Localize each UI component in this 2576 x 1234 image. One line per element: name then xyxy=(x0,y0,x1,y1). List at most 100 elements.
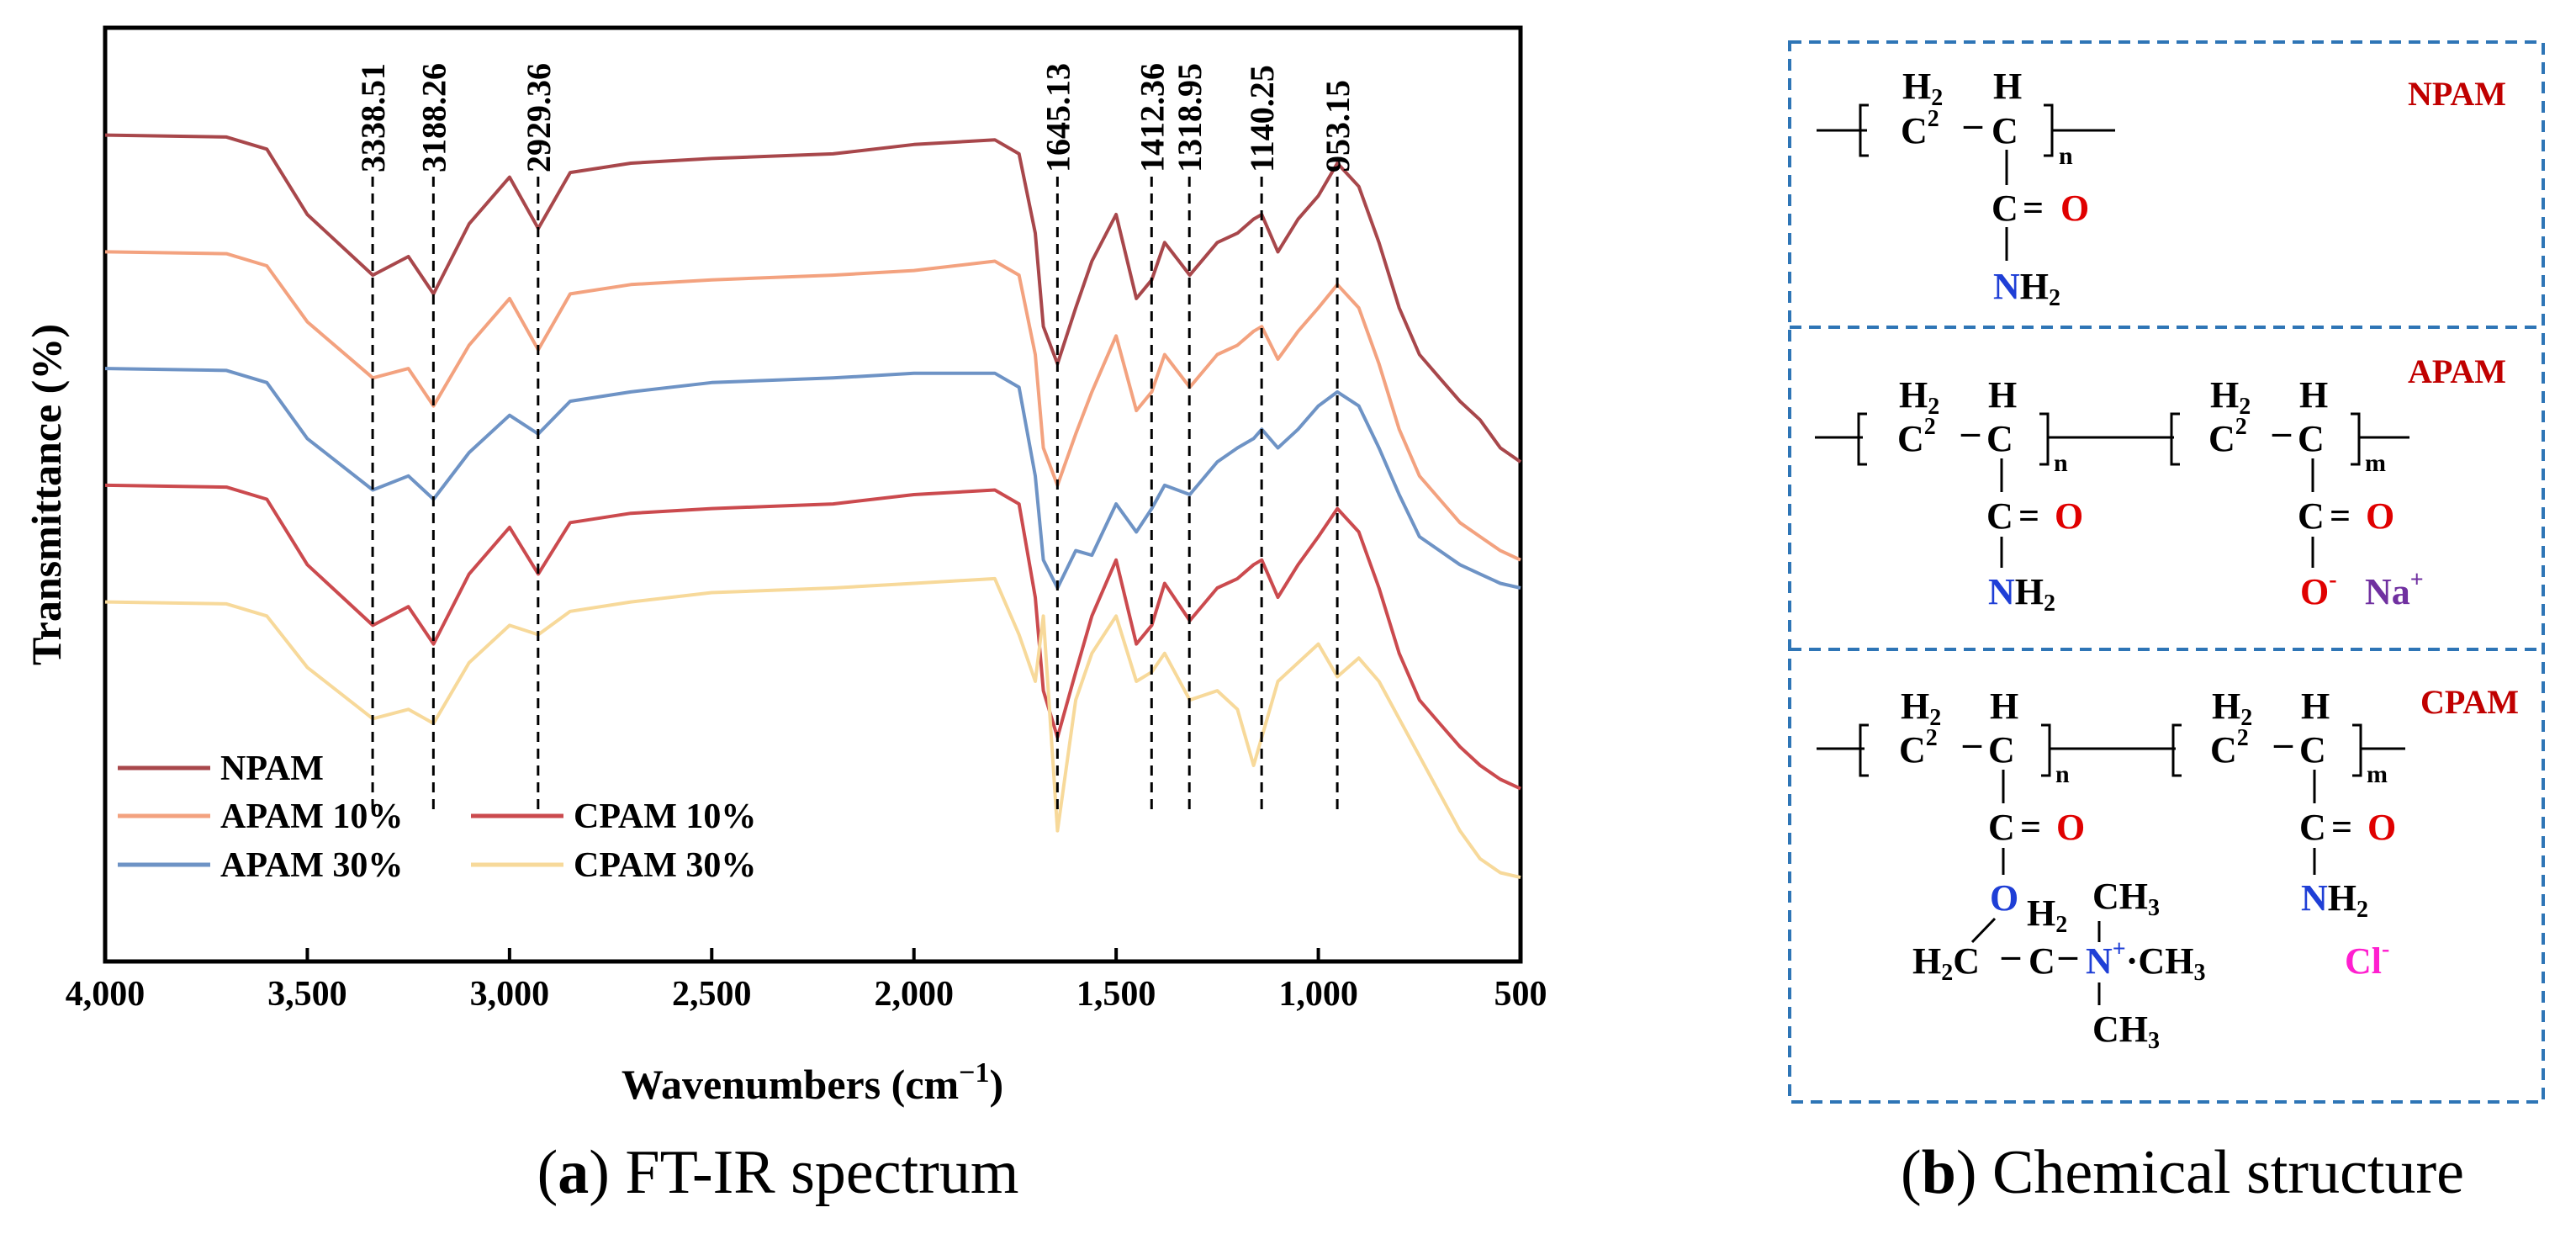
caption-b-text: Chemical structure xyxy=(1992,1138,2464,1207)
cpam-structure: CPAM H2 C2 – H C n H2 C2 – H C m C = O C = xyxy=(1817,683,2519,1054)
cpam-amide: NH2 xyxy=(2301,877,2368,923)
x-tick-label-4: 2,000 xyxy=(874,975,954,1014)
legend: NPAM APAM 10% APAM 30% CPAM 10% CPAM 30% xyxy=(118,749,756,885)
x-axis-title: Wavenumbers (cm−1) xyxy=(622,1057,1003,1108)
structure-frame xyxy=(1788,40,2545,1104)
svg-text:=: = xyxy=(2331,807,2352,848)
chemical-structure-panel: NPAM H2 C2 – H C n C = O NH2 APAM H2 C2 … xyxy=(1788,40,2545,1104)
series-line-cpam-30- xyxy=(104,576,1521,880)
apam-n: n xyxy=(2054,449,2068,477)
npam-bracket-right xyxy=(2044,103,2054,157)
peak-label-6: 1140.25 xyxy=(1243,65,1281,172)
npam-dash: – xyxy=(1963,103,1983,145)
npam-title: NPAM xyxy=(2408,75,2506,113)
svg-text:C: C xyxy=(2299,729,2326,771)
ftir-chart: 3338.51 3188.26 2929.36 1645.13 1412.36 1318.… xyxy=(23,25,1547,1108)
x-tick-label-0: 4,000 xyxy=(66,975,145,1014)
x-tick-label-7: 500 xyxy=(1494,975,1547,1014)
svg-text:H2: H2 xyxy=(2027,892,2067,938)
peak-label-5: 1318.95 xyxy=(1171,63,1209,172)
svg-text:–: – xyxy=(1960,411,1981,453)
legend-label-1: APAM 10% xyxy=(220,797,403,836)
svg-text:H: H xyxy=(1988,374,2017,416)
peak-label-4: 1412.36 xyxy=(1133,63,1171,172)
svg-text:C: C xyxy=(1988,729,2015,771)
caption-a-text: FT-IR spectrum xyxy=(625,1138,1018,1207)
npam-h: H xyxy=(1993,66,2022,107)
svg-text:=: = xyxy=(2018,495,2039,537)
series-line-npam xyxy=(104,133,1522,463)
legend-label-4: CPAM 30% xyxy=(574,846,756,885)
caption-a-letter: a xyxy=(558,1138,589,1207)
svg-text:–: – xyxy=(2273,723,2293,764)
cpam-m: m xyxy=(2367,760,2388,788)
legend-label-0: NPAM xyxy=(220,749,324,788)
svg-text:C: C xyxy=(2298,495,2325,537)
svg-text:H: H xyxy=(1990,686,2018,727)
cpam-n: n xyxy=(2055,760,2070,788)
svg-text:C2: C2 xyxy=(1897,414,1936,459)
legend-label-3: CPAM 10% xyxy=(574,797,756,836)
apam-amide: NH2 xyxy=(1988,571,2055,617)
apam-sodium: Na+ xyxy=(2365,567,2424,612)
npam-oxygen: O xyxy=(2060,188,2089,229)
svg-text:H2: H2 xyxy=(1901,686,1941,731)
series-layer xyxy=(104,133,1522,880)
apam-structure: APAM H2 C2 – H C n H2 C2 – H C m C = O C = xyxy=(1815,352,2506,617)
npam-h2: H2 xyxy=(1902,66,1943,111)
svg-text:C: C xyxy=(2298,418,2325,459)
apam-m: m xyxy=(2365,449,2386,477)
svg-text:–: – xyxy=(2001,935,2021,976)
peak-label-7: 953.15 xyxy=(1319,80,1357,172)
x-axis-ticks: 4,000 3,500 3,000 2,500 2,000 1,500 1,000 500 xyxy=(66,948,1547,1014)
peak-label-0: 3338.51 xyxy=(354,63,392,172)
x-tick-label-6: 1,000 xyxy=(1278,975,1358,1014)
npam-bracket-left xyxy=(1859,103,1869,157)
cpam-oxygen: O xyxy=(2056,807,2085,848)
series-line-apam-30- xyxy=(104,367,1521,590)
y-axis-title: Transmittance (%) xyxy=(23,324,70,665)
peak-label-3: 1645.13 xyxy=(1039,63,1076,172)
svg-text:CH3: CH3 xyxy=(2092,876,2160,921)
caption-a: (a) FT-IR spectrum xyxy=(537,1138,1019,1207)
series-line-apam-10- xyxy=(104,250,1521,562)
svg-text:=: = xyxy=(2330,495,2351,537)
npam-structure: NPAM H2 C2 – H C n C = O NH2 xyxy=(1817,66,2506,311)
svg-text:–: – xyxy=(2058,935,2078,976)
x-tick-label-3: 2,500 xyxy=(672,975,752,1014)
cpam-oxygen-2: O xyxy=(2367,807,2396,848)
peak-label-2: 2929.36 xyxy=(520,63,558,172)
series-line-cpam-10- xyxy=(104,483,1521,791)
svg-text:CH3: CH3 xyxy=(2092,1009,2160,1054)
svg-text:H: H xyxy=(2301,686,2330,727)
peak-annotations: 3338.51 3188.26 2929.36 1645.13 1412.36 1318.… xyxy=(354,63,1357,816)
caption-b-letter: b xyxy=(1922,1138,1956,1207)
svg-text:C: C xyxy=(2029,940,2055,982)
svg-text:–: – xyxy=(2272,411,2292,453)
npam-n: n xyxy=(2059,142,2073,170)
svg-text:=: = xyxy=(2020,807,2041,848)
apam-oxygen-2: O xyxy=(2366,495,2394,537)
svg-text:C: C xyxy=(2299,807,2326,848)
npam-c1: C2 xyxy=(1901,106,1939,151)
npam-eq: = xyxy=(2023,188,2044,229)
apam-carboxylate: O- xyxy=(2300,567,2337,612)
svg-text:H2: H2 xyxy=(2210,374,2251,420)
svg-text:–: – xyxy=(1962,723,1982,764)
apam-oxygen: O xyxy=(2055,495,2083,537)
x-tick-label-1: 3,500 xyxy=(267,975,347,1014)
cpam-ester-oxygen: O xyxy=(1990,877,2018,919)
cpam-chloride: Cl- xyxy=(2345,936,2389,982)
npam-amide: NH2 xyxy=(1993,266,2060,311)
caption-b: (b) Chemical structure xyxy=(1901,1138,2464,1207)
svg-text:H2: H2 xyxy=(2212,686,2252,731)
cpam-title: CPAM xyxy=(2420,683,2519,721)
x-tick-label-5: 1,500 xyxy=(1076,975,1156,1014)
svg-text:C: C xyxy=(1988,807,2015,848)
svg-text:C: C xyxy=(1986,418,2013,459)
apam-title: APAM xyxy=(2408,352,2506,390)
legend-label-2: APAM 30% xyxy=(220,846,403,885)
svg-text:H: H xyxy=(2299,374,2328,416)
svg-text:H2C: H2C xyxy=(1912,940,1980,986)
